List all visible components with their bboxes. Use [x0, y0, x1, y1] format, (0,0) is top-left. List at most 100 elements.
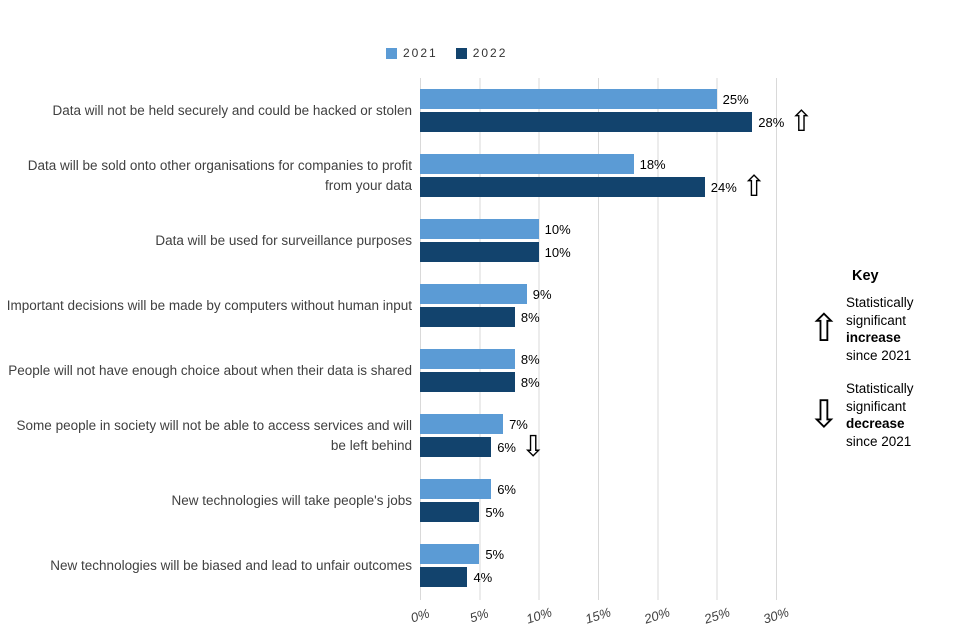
value-label: 10% — [544, 221, 571, 237]
value-label: 18% — [639, 156, 666, 172]
bar-2021 — [420, 219, 539, 239]
arrow-up-icon: ⇧ — [808, 308, 840, 351]
value-label: 8% — [520, 309, 540, 325]
legend-item-2021: 2021 — [386, 46, 438, 60]
bar-2021 — [420, 479, 492, 499]
key-text-line: Statistically — [846, 295, 914, 310]
bar-pair: 10% 10% — [420, 208, 571, 273]
key-text-line: Statistically — [846, 381, 914, 397]
bar-group: Important decisions will be made by comp… — [0, 273, 830, 338]
arrow-down-icon: ⇩ — [808, 394, 840, 437]
down-arrow-icon: ⇩ — [520, 431, 546, 463]
bar-pair: 25% 28% ⇧ — [420, 78, 814, 143]
bar-rows: Data will not be held securely and could… — [0, 78, 830, 598]
bar-group: Data will be sold onto other organisatio… — [0, 143, 830, 208]
key-item: ⇩ Statistically significant decrease since 2… — [808, 380, 958, 450]
bar-line-2022: 8% — [420, 307, 552, 327]
category-label: Some people in society will not be able … — [16, 417, 412, 453]
bar-line-2021: 7% — [420, 414, 545, 434]
x-tick: 10% — [523, 604, 554, 627]
bar-2022 — [420, 307, 515, 327]
x-tick: 25% — [701, 604, 732, 627]
bar-line-2021: 18% — [420, 154, 766, 174]
bar-group: People will not have enough choice about… — [0, 338, 830, 403]
bar-pair: 7% 6% ⇩ — [420, 403, 545, 468]
up-arrow-icon: ⇧ — [789, 106, 814, 138]
bar-2022 — [420, 437, 492, 457]
x-tick: 20% — [642, 604, 673, 627]
bar-line-2022: 6% ⇩ — [420, 431, 546, 463]
bar-pair: 18% 24% ⇧ — [420, 143, 766, 208]
value-label: 9% — [532, 286, 552, 302]
value-label: 5% — [485, 546, 505, 562]
bar-pair: 8% 8% — [420, 338, 540, 403]
bar-line-2022: 24% ⇧ — [420, 171, 767, 203]
bar-2021 — [420, 414, 504, 434]
bar-pair: 5% 4% — [420, 533, 504, 598]
bar-2022 — [420, 112, 753, 132]
bar-2021 — [420, 89, 717, 109]
legend-swatch-icon — [455, 47, 467, 59]
bar-2021 — [420, 154, 634, 174]
bar-line-2021: 8% — [420, 349, 540, 369]
category-label: Data will be used for surveillance purpo… — [155, 232, 412, 248]
bar-pair: 6% 5% — [420, 468, 516, 533]
bar-2022 — [420, 567, 468, 587]
bar-2022 — [420, 177, 705, 197]
legend-label: 2022 — [472, 46, 508, 60]
value-label: 8% — [520, 351, 540, 367]
bar-2021 — [420, 284, 527, 304]
value-label: 24% — [710, 179, 737, 195]
bar-line-2022: 5% — [420, 502, 516, 522]
bar-line-2021: 6% — [420, 479, 516, 499]
bar-2022 — [420, 242, 539, 262]
up-arrow-icon: ⇧ — [741, 171, 767, 203]
value-label: 28% — [758, 114, 785, 130]
legend-label: 2021 — [403, 46, 438, 60]
legend-item-2022: 2022 — [455, 46, 508, 60]
value-label: 7% — [509, 416, 528, 432]
category-label: New technologies will be biased and lead… — [50, 557, 412, 573]
category-label: Important decisions will be made by comp… — [6, 297, 412, 313]
bar-2021 — [420, 544, 480, 564]
bar-line-2021: 9% — [420, 284, 552, 304]
value-label: 6% — [497, 439, 516, 455]
legend: 2021 2022 — [386, 46, 507, 60]
bar-pair: 9% 8% — [420, 273, 552, 338]
key-text-line: since 2021 — [846, 347, 912, 363]
key-text-line: significant — [846, 398, 907, 414]
bar-line-2022: 8% — [420, 372, 540, 392]
x-tick: 5% — [468, 605, 491, 626]
value-label: 10% — [544, 244, 571, 260]
bar-line-2021: 10% — [420, 219, 571, 239]
x-tick: 0% — [408, 605, 432, 626]
bar-group: Data will be used for surveillance purpo… — [0, 208, 830, 273]
value-label: 5% — [485, 504, 505, 520]
key-text-line: significant — [846, 312, 907, 328]
key-items: ⇧ Statistically significant increase since 2… — [808, 294, 958, 450]
bar-line-2021: 5% — [420, 544, 504, 564]
key-panel: Key ⇧ Statistically significant increase sin… — [808, 268, 958, 466]
legend-swatch-icon — [386, 47, 397, 59]
bar-line-2022: 28% ⇧ — [420, 106, 814, 138]
bar-2022 — [420, 502, 480, 522]
value-label: 4% — [473, 569, 493, 585]
value-label: 6% — [497, 481, 516, 497]
bar-group: New technologies will be biased and lead… — [0, 533, 830, 598]
value-label: 8% — [520, 374, 540, 390]
category-label: Data will not be held securely and could… — [52, 102, 412, 118]
value-label: 25% — [722, 91, 749, 107]
key-text-line: decrease — [846, 416, 905, 432]
bar-group: New technologies will take people's jobs… — [0, 468, 830, 533]
bar-2022 — [420, 372, 515, 392]
category-label: People will not have enough choice about… — [8, 362, 412, 378]
key-item-text: Statistically significant decrease since 20… — [846, 380, 914, 450]
x-tick: 30% — [761, 604, 791, 627]
key-text-line: since 2021 — [846, 433, 912, 449]
key-item: ⇧ Statistically significant increase since 2… — [808, 294, 958, 364]
bar-line-2021: 25% — [420, 89, 814, 109]
bar-line-2022: 4% — [420, 567, 504, 587]
chart-area: Data will not be held securely and could… — [0, 78, 830, 630]
key-title: Key — [852, 268, 879, 284]
